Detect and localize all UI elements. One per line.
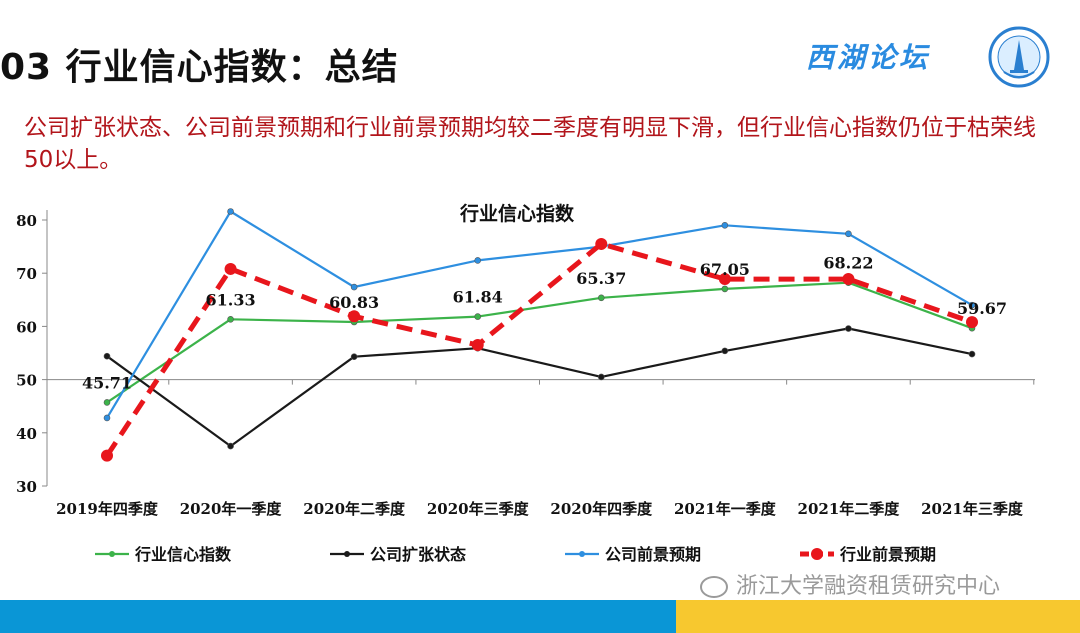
series-3-point (103, 414, 111, 422)
data-label: 60.83 (329, 293, 379, 312)
x-tick-label: 2020年二季度 (303, 500, 406, 518)
legend-label-2: 公司扩张状态 (370, 545, 466, 564)
series-4-point (966, 316, 978, 329)
chart-series-layer (101, 208, 978, 462)
data-label: 67.05 (700, 260, 750, 279)
legend-label-3: 公司前景预期 (605, 545, 701, 564)
series-line-2 (106, 327, 973, 448)
watermark: 浙江大学融资租赁研究中心 (700, 568, 1000, 600)
series-1-point (227, 316, 234, 323)
chart-title: 行业信心指数 (459, 202, 575, 225)
y-tick-label: 50 (16, 372, 37, 390)
series-2-point (845, 325, 852, 332)
y-tick-label: 80 (16, 212, 37, 230)
series-3-point (968, 301, 976, 309)
legend-marker-2 (344, 551, 350, 557)
series-4-point (224, 262, 237, 275)
series-1-point (597, 294, 605, 302)
x-tick-label: 2020年四季度 (550, 500, 653, 518)
y-tick-label: 30 (16, 478, 37, 496)
forum-logo-icon (988, 26, 1050, 88)
legend-label-4: 行业前景预期 (839, 545, 936, 564)
series-2-point (103, 352, 111, 360)
watermark-text: 浙江大学融资租赁研究中心 (736, 574, 1001, 599)
legend-marker-3 (579, 551, 585, 557)
data-label: 61.33 (206, 290, 256, 309)
slide-title: 03 行业信心指数：总结 (0, 47, 399, 88)
series-3-point (721, 222, 729, 229)
x-tick-label: 2021年二季度 (798, 500, 901, 518)
data-label: 59.67 (957, 299, 1007, 318)
series-1-point (103, 399, 111, 406)
confidence-index-chart: 30 40 50 60 70 80 2019年四季度 2020年一季度 2020年二季度 2020… (16, 202, 1035, 564)
data-label: 45.71 (82, 373, 132, 392)
x-tick-label: 2021年三季度 (921, 500, 1024, 518)
series-2-point (350, 353, 358, 361)
footer-bar-blue (0, 600, 676, 633)
series-3-point (474, 257, 482, 264)
chart-legend: 行业信心指数 公司扩张状态 公司前景预期 行业前景预期 (95, 545, 936, 564)
data-label: 65.37 (576, 269, 626, 288)
series-4-point (348, 310, 361, 323)
series-1-point (474, 313, 482, 320)
series-3-point (845, 230, 852, 238)
series-4-point (595, 237, 608, 250)
chart-data-labels: 45.71 61.33 60.83 61.84 65.37 67.05 68.22 59.67 (82, 254, 1007, 393)
x-tick-label: 2021年一季度 (674, 500, 777, 518)
data-label: 61.84 (453, 288, 503, 307)
series-line-1 (106, 281, 973, 404)
chart-axes: 30 40 50 60 70 80 2019年四季度 2020年一季度 2020年二季度 2020… (16, 210, 1035, 518)
series-4-point (101, 449, 113, 462)
legend-label-1: 行业信心指数 (134, 545, 232, 564)
footer-bar-yellow (676, 600, 1080, 633)
series-3-point (350, 283, 358, 291)
series-2-point (227, 442, 234, 450)
series-2-point (968, 350, 976, 358)
series-2-point (597, 373, 605, 381)
x-tick-label: 2020年一季度 (180, 500, 283, 518)
y-tick-label: 70 (16, 265, 37, 283)
series-4-point (842, 273, 855, 286)
wechat-icon (700, 576, 728, 598)
series-line-4 (104, 241, 973, 458)
series-4-point (471, 339, 484, 352)
y-tick-label: 40 (16, 425, 37, 443)
x-tick-label: 2020年三季度 (427, 500, 530, 518)
series-2-point (721, 347, 729, 355)
brand-text: 西湖论坛 (806, 41, 931, 74)
legend-marker-1 (109, 551, 115, 557)
series-line-3 (106, 210, 973, 419)
series-4-point (718, 273, 731, 286)
summary-text: 公司扩张状态、公司前景预期和行业前景预期均较二季度有明显下滑，但行业信心指数仍位… (24, 115, 1036, 173)
x-tick-label: 2019年四季度 (56, 500, 159, 518)
series-3-point (227, 208, 234, 215)
series-1-point (721, 285, 729, 293)
legend-marker-4 (811, 548, 823, 560)
y-tick-label: 60 (16, 318, 37, 336)
data-label: 68.22 (823, 254, 873, 273)
